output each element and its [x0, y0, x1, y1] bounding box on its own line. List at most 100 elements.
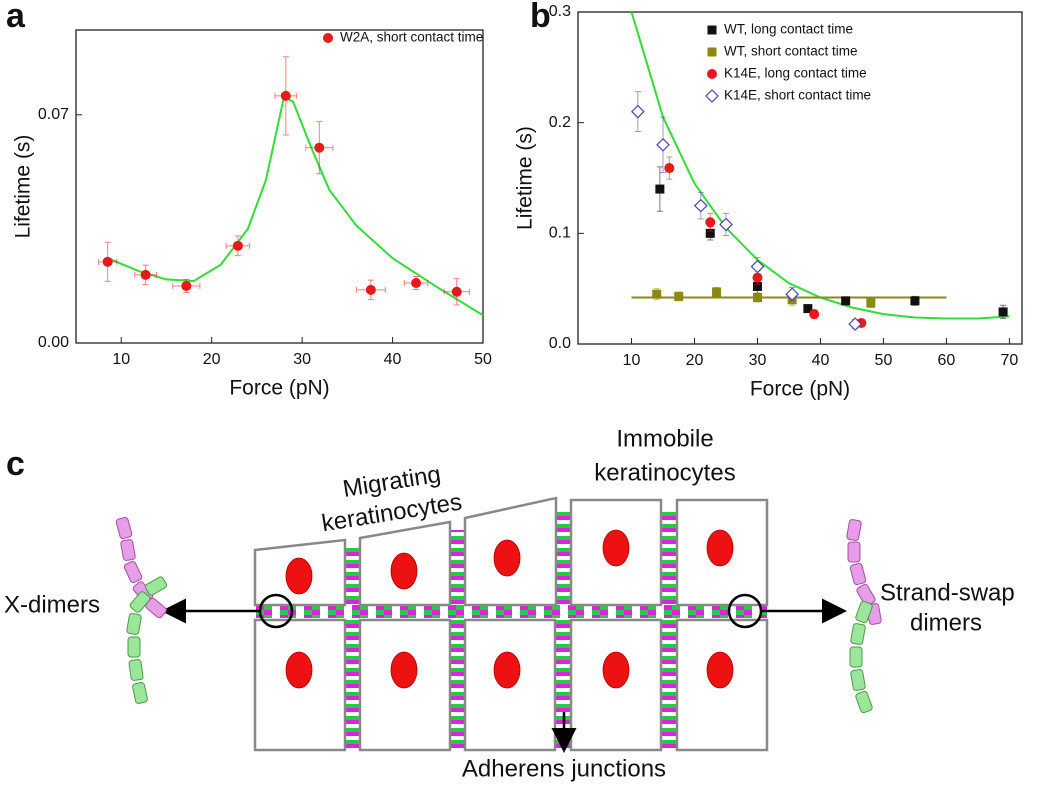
- y-tick-label: 0.3: [549, 3, 571, 20]
- junction: [450, 530, 464, 605]
- diagram-label: Adherens junctions: [462, 755, 666, 782]
- marker: [232, 240, 243, 251]
- strand-swap-dimer: [849, 600, 873, 714]
- y-tick-label: 0.0: [549, 335, 571, 352]
- marker: [365, 284, 376, 295]
- nucleus: [493, 651, 521, 689]
- plot-frame: [75, 29, 484, 344]
- nucleus: [602, 529, 630, 567]
- panel-label: b: [530, 0, 551, 35]
- marker: [841, 296, 851, 306]
- diagram: X-dimers Strand-swap dimers Migrating ke…: [4, 425, 1015, 782]
- marker: [411, 278, 422, 289]
- nucleus: [706, 529, 734, 567]
- x-tick-label: 40: [384, 351, 402, 368]
- x-tick-label: 20: [686, 352, 704, 369]
- junction: [450, 620, 464, 750]
- y-tick-label: 0.1: [549, 225, 571, 242]
- charts: 10 20 30 40 50 0.00 0.07 Force (pN) Lifetime (s)…: [12, 3, 1023, 401]
- legend-label: WT, short contact time: [724, 44, 858, 59]
- junction: [662, 620, 676, 750]
- junction: [556, 512, 570, 605]
- legend-label: W2A, short contact time: [340, 30, 483, 45]
- diagram-label: dimers: [910, 609, 982, 636]
- marker: [181, 280, 192, 291]
- highlight-circle: [727, 593, 763, 629]
- marker: [712, 287, 722, 297]
- marker: [140, 269, 151, 280]
- panel-label: a: [6, 0, 26, 35]
- marker: [785, 287, 799, 302]
- marker: [998, 307, 1008, 317]
- marker: [719, 217, 733, 232]
- x-tick-label: 20: [203, 351, 221, 368]
- x-dimer: [126, 576, 168, 704]
- y-tick-label: 0.07: [38, 106, 69, 123]
- legend-label: WT, long contact time: [724, 22, 853, 37]
- legend-marker: [707, 69, 717, 79]
- junction: [662, 512, 676, 605]
- x-tick-label: 50: [474, 351, 492, 368]
- junction: [345, 620, 359, 750]
- marker: [752, 293, 762, 303]
- diagram-label: Immobile: [616, 425, 713, 452]
- x-tick-label: 50: [875, 352, 893, 369]
- nucleus: [706, 651, 734, 689]
- marker: [314, 142, 325, 153]
- nucleus: [285, 651, 313, 689]
- x-tick-label: 30: [293, 351, 311, 368]
- x-axis-label: Force (pN): [750, 378, 850, 401]
- x-tick-label: 60: [938, 352, 956, 369]
- marker: [280, 90, 291, 101]
- legend-marker: [323, 33, 333, 43]
- y-axis-label: Lifetime (s): [12, 135, 35, 239]
- legend-marker: [705, 89, 719, 103]
- highlight-circle: [258, 593, 294, 629]
- junction: [345, 545, 359, 605]
- x-tick-label: 10: [112, 351, 130, 368]
- marker: [656, 137, 670, 152]
- marker: [705, 228, 715, 238]
- plot-frame: [577, 11, 1023, 345]
- x-tick-label: 70: [1001, 352, 1019, 369]
- junction-band: [255, 605, 767, 618]
- legend-marker: [707, 25, 717, 35]
- marker: [674, 291, 684, 301]
- nucleus: [390, 552, 418, 590]
- y-tick-label: 0.00: [38, 334, 69, 351]
- nucleus: [285, 557, 313, 595]
- marker: [630, 104, 645, 119]
- marker: [866, 298, 876, 308]
- junction: [556, 620, 570, 750]
- marker: [752, 281, 762, 291]
- marker: [102, 256, 113, 267]
- x-tick-label: 10: [623, 352, 641, 369]
- nucleus: [493, 539, 521, 577]
- marker: [705, 217, 716, 228]
- legend-marker: [707, 47, 717, 57]
- y-tick-label: 0.2: [549, 114, 571, 131]
- cell: [253, 618, 347, 752]
- panel-label: c: [6, 445, 25, 483]
- diagram-label: X-dimers: [4, 591, 100, 618]
- diagram-label: keratinocytes: [594, 459, 735, 486]
- nucleus: [390, 651, 418, 689]
- marker: [664, 163, 675, 174]
- legend-label: K14E, short contact time: [724, 88, 871, 103]
- diagram-label: Strand-swap: [880, 579, 1015, 606]
- marker: [750, 259, 765, 274]
- marker: [652, 289, 662, 299]
- marker: [848, 317, 862, 331]
- x-tick-label: 40: [812, 352, 830, 369]
- marker: [910, 296, 920, 306]
- x-axis-label: Force (pN): [229, 377, 329, 400]
- legend-label: K14E, long contact time: [724, 66, 867, 81]
- y-axis-label: Lifetime (s): [514, 126, 537, 230]
- marker: [809, 309, 820, 320]
- marker: [803, 304, 813, 314]
- nucleus: [602, 651, 630, 689]
- marker: [451, 286, 462, 297]
- x-tick-label: 30: [749, 352, 767, 369]
- marker: [693, 198, 708, 213]
